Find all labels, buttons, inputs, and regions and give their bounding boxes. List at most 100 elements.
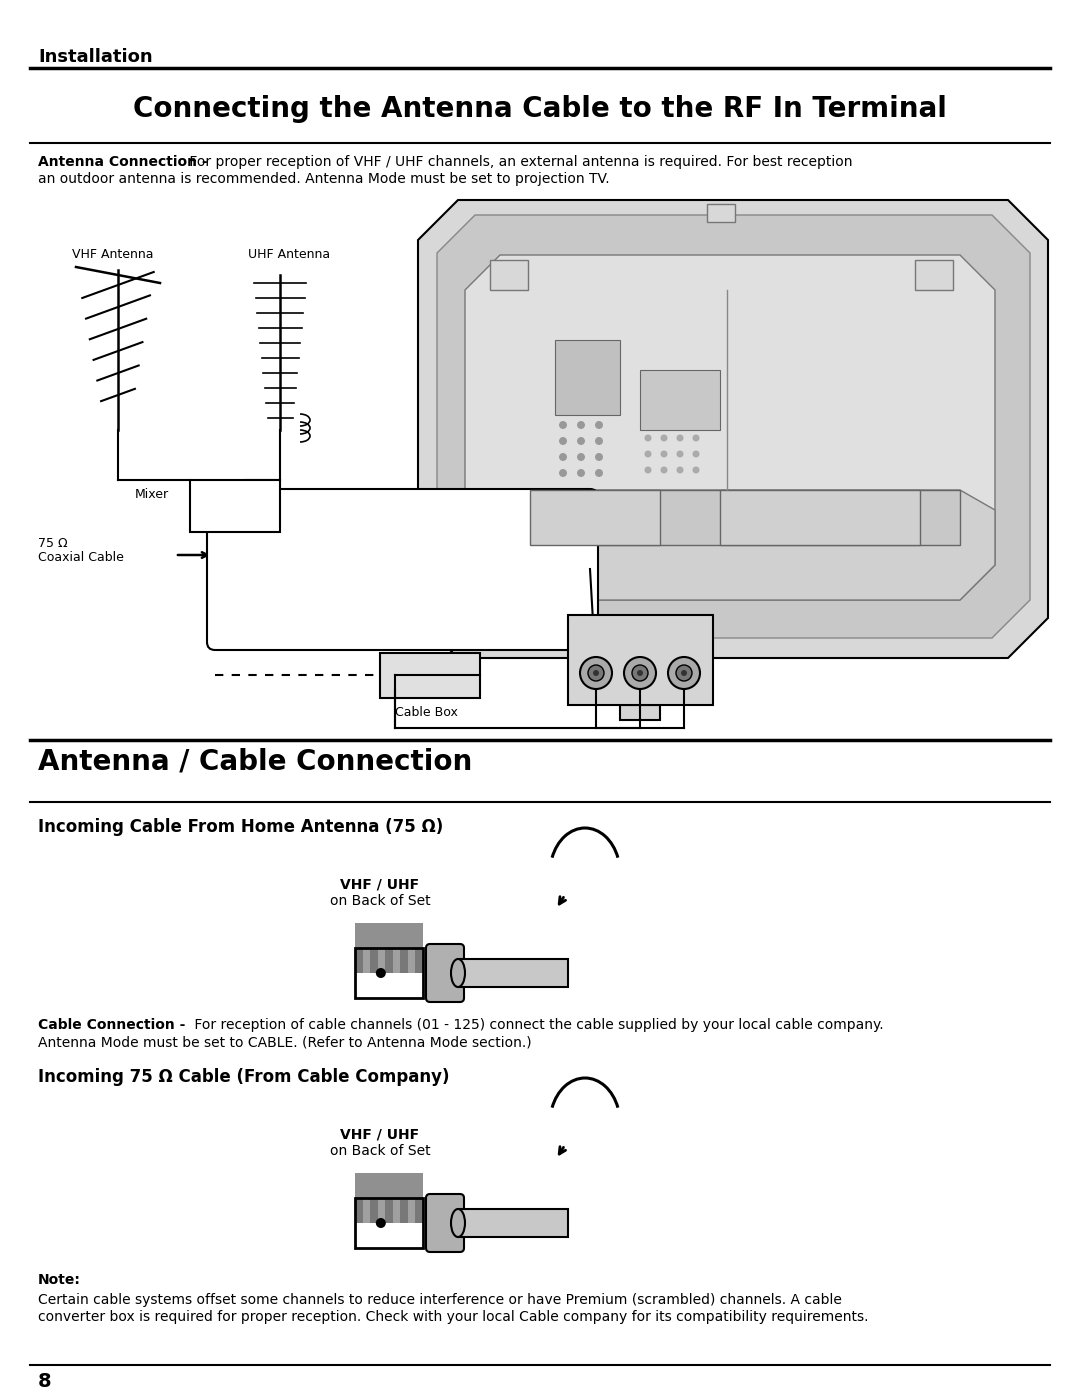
Bar [190,481,280,532]
Polygon shape [465,256,995,599]
Circle shape [632,665,648,680]
Circle shape [595,469,603,476]
Bar [458,1208,568,1236]
Circle shape [577,420,585,429]
Bar [363,923,370,949]
Circle shape [577,453,585,461]
Circle shape [637,671,643,676]
Bar [401,923,408,949]
Text: UHF Antenna: UHF Antenna [248,249,330,261]
Bar [355,949,423,997]
Circle shape [661,450,667,457]
Circle shape [577,469,585,476]
Text: Coaxial Antenna Plug: Coaxial Antenna Plug [280,571,414,585]
Text: Cable Box: Cable Box [395,705,458,719]
Text: 75 Ω: 75 Ω [38,536,68,550]
Bar [355,1173,363,1199]
Circle shape [676,467,684,474]
Bar [363,1199,370,1222]
Text: Antenna Mode must be set to CABLE. (Refer to Antenna Mode section.): Antenna Mode must be set to CABLE. (Refe… [38,1035,531,1049]
Polygon shape [418,200,1048,658]
Bar [355,923,363,949]
Text: an outdoor antenna is recommended. Antenna Mode must be set to projection TV.: an outdoor antenna is recommended. Anten… [38,172,609,186]
Text: VHF / UHF: VHF / UHF [340,877,419,893]
Circle shape [692,450,700,457]
Text: OUT: OUT [606,638,625,647]
FancyBboxPatch shape [207,489,598,650]
Circle shape [661,467,667,474]
Circle shape [376,1218,386,1228]
Circle shape [669,657,700,689]
Bar [378,923,386,949]
Circle shape [559,437,567,446]
Text: For reception of cable channels (01 - 125) connect the cable supplied by your lo: For reception of cable channels (01 - 12… [190,1018,883,1032]
Bar [378,1199,386,1222]
Circle shape [376,968,386,978]
Text: For proper reception of VHF / UHF channels, an external antenna is required. For: For proper reception of VHF / UHF channe… [185,155,852,169]
Text: Incoming 75 Ω Cable (From Cable Company): Incoming 75 Ω Cable (From Cable Company) [38,1067,449,1085]
Polygon shape [465,490,995,599]
Circle shape [661,434,667,441]
Circle shape [593,671,599,676]
Bar [640,370,720,430]
Text: Mixer: Mixer [135,488,170,502]
Bar [393,1173,401,1199]
Text: RF In Terminal: RF In Terminal [280,511,368,525]
Bar [386,923,393,949]
Bar [370,1173,378,1199]
Text: VHF Antenna: VHF Antenna [72,249,153,261]
Bar [370,1199,378,1222]
Bar [393,923,401,949]
Polygon shape [437,215,1030,638]
Circle shape [595,420,603,429]
Bar [408,1199,416,1222]
Circle shape [595,437,603,446]
Bar [378,949,386,972]
Bar [416,1173,423,1199]
Ellipse shape [451,958,465,988]
Bar [568,615,713,705]
Bar [355,1199,423,1248]
Bar [620,705,660,719]
Bar [555,339,620,415]
Circle shape [645,450,651,457]
Bar [380,652,480,698]
FancyBboxPatch shape [426,944,464,1002]
Bar [401,1173,408,1199]
Bar [707,204,735,222]
Bar [416,949,423,972]
Text: ANT1  SPLIT  ANT2: ANT1 SPLIT ANT2 [571,627,659,636]
Circle shape [676,450,684,457]
Text: on Back of Set: on Back of Set [329,894,430,908]
Bar [355,1199,363,1222]
Ellipse shape [451,1208,465,1236]
Bar [915,260,953,291]
Circle shape [559,420,567,429]
FancyBboxPatch shape [426,1194,464,1252]
Bar [530,490,660,545]
Bar [408,949,416,972]
Bar [401,1199,408,1222]
Bar [386,1199,393,1222]
Text: Incoming Cable From Home Antenna (75 Ω): Incoming Cable From Home Antenna (75 Ω) [38,819,443,835]
Circle shape [559,469,567,476]
Circle shape [692,467,700,474]
Bar [458,958,568,988]
Circle shape [577,437,585,446]
Bar [378,1173,386,1199]
Bar [408,923,416,949]
Bar [370,923,378,949]
Circle shape [681,671,687,676]
Bar [416,923,423,949]
Text: VHF / UHF: VHF / UHF [340,1127,419,1141]
Circle shape [692,434,700,441]
Text: Antenna / Cable Connection: Antenna / Cable Connection [38,747,472,775]
Bar [393,949,401,972]
Polygon shape [500,490,960,545]
Bar [490,260,528,291]
Circle shape [595,453,603,461]
Text: Antenna Connection -: Antenna Connection - [38,155,207,169]
Text: Installation: Installation [38,47,152,66]
Circle shape [645,467,651,474]
Bar [393,1199,401,1222]
